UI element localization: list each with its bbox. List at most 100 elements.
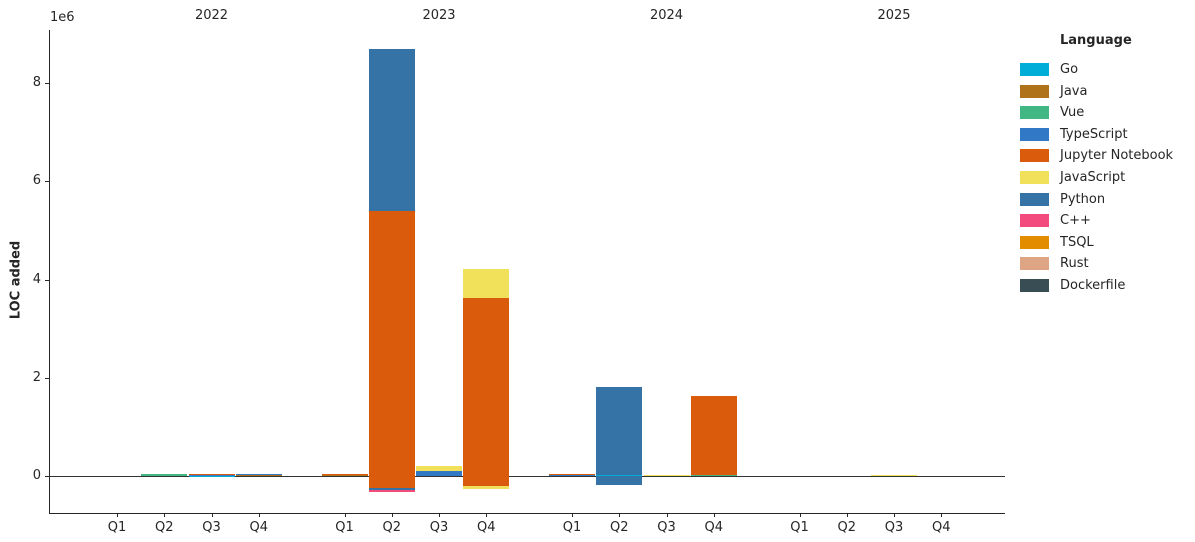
quarter-tick-label: Q4 — [249, 520, 268, 535]
quarter-tick-label: Q4 — [704, 520, 723, 535]
legend-label-vue: Vue — [1060, 105, 1085, 121]
bar-segment-added-2022-Q3 — [188, 473, 235, 475]
y-tick-mark — [45, 377, 49, 379]
quarter-tick-label: Q2 — [609, 520, 629, 535]
legend-swatch-python — [1020, 192, 1049, 206]
quarter-tick-label: Q2 — [837, 520, 856, 535]
legend-title: Language — [1060, 33, 1132, 48]
bar-segment-added-2023-Q3 — [416, 466, 462, 472]
bar-segment-added-2024-Q4 — [690, 395, 737, 475]
quarter-tick-label: Q3 — [429, 520, 449, 535]
bar-segment-added-2025-Q3 — [871, 475, 917, 477]
x-tick-mark — [941, 513, 943, 517]
y-tick-mark — [45, 279, 49, 281]
zero-baseline — [49, 476, 1005, 477]
quarter-tick-label: Q4 — [931, 520, 951, 535]
quarter-tick-label: Q2 — [154, 520, 174, 535]
bar-segment-removed-2023-Q2 — [368, 487, 415, 491]
bar-segment-added-2023-Q2 — [368, 210, 415, 476]
x-tick-mark — [211, 513, 213, 517]
legend-swatch-c- — [1020, 214, 1049, 228]
y-axis-offset-text: 1e6 — [50, 10, 75, 25]
bar-segment-added-2023-Q1 — [321, 474, 368, 476]
legend-label-go: Go — [1060, 62, 1079, 77]
legend-swatch-javascript — [1020, 171, 1049, 184]
quarter-tick-label: Q3 — [657, 520, 676, 535]
bar-segment-added-2023-Q1 — [321, 473, 368, 475]
x-tick-mark — [344, 513, 346, 517]
legend-label-python: Python — [1060, 191, 1106, 207]
y-tick-label: 8 — [32, 75, 41, 91]
x-tick-mark — [713, 513, 715, 517]
quarter-tick-label: Q1 — [562, 520, 582, 535]
quarter-tick-label: Q3 — [884, 520, 904, 535]
x-tick-mark — [164, 513, 166, 517]
bar-segment-added-2024-Q2 — [596, 474, 643, 476]
bar-segment-removed-2023-Q2 — [368, 490, 415, 493]
quarter-tick-label: Q3 — [202, 520, 221, 535]
bar-segment-added-2022-Q4 — [235, 474, 282, 476]
bar-segment-added-2024-Q4 — [690, 474, 737, 476]
quarter-tick-label: Q2 — [382, 520, 401, 535]
y-tick-mark — [45, 181, 49, 183]
bar-segment-removed-2023-Q4 — [463, 476, 510, 486]
x-tick-mark — [439, 513, 440, 517]
year-label: 2025 — [877, 8, 911, 23]
bar-segment-removed-2023-Q4 — [463, 485, 510, 489]
y-tick-label: 0 — [32, 468, 41, 483]
bar-segment-added-2023-Q2 — [368, 48, 415, 211]
y-tick-mark — [45, 83, 49, 85]
legend-swatch-jupyter-notebook — [1020, 149, 1049, 163]
quarter-tick-label: Q1 — [335, 520, 354, 535]
x-tick-mark — [846, 513, 848, 517]
legend-label-java: Java — [1060, 83, 1088, 99]
bar-segment-added-2023-Q4 — [463, 297, 510, 476]
legend-label-javascript: JavaScript — [1060, 170, 1126, 185]
x-tick-mark — [572, 513, 573, 517]
legend-label-tsql: TSQL — [1060, 234, 1094, 250]
legend-swatch-vue — [1020, 106, 1049, 120]
legend-swatch-rust — [1020, 257, 1049, 271]
legend-swatch-java — [1020, 84, 1049, 98]
legend-swatch-dockerfile — [1020, 279, 1049, 292]
bar-segment-added-2022-Q4 — [235, 473, 282, 475]
legend-swatch-tsql — [1020, 235, 1049, 249]
quarter-tick-label: Q4 — [476, 520, 496, 535]
legend-label-jupyter-notebook: Jupyter Notebook — [1060, 148, 1174, 164]
x-tick-mark — [486, 513, 488, 517]
legend-swatch-typescript — [1020, 127, 1049, 141]
bar-segment-added-2023-Q3 — [416, 471, 462, 476]
x-tick-mark — [258, 513, 260, 517]
bar-segment-added-2024-Q1 — [549, 475, 595, 477]
bar-segment-removed-2023-Q2 — [368, 476, 415, 488]
bar-segment-removed-2024-Q2 — [596, 476, 643, 485]
legend-label-c-: C++ — [1060, 213, 1091, 229]
x-tick-mark — [391, 513, 393, 517]
x-tick-mark — [799, 513, 801, 517]
x-tick-mark — [117, 513, 118, 517]
legend-swatch-go — [1020, 63, 1049, 76]
y-tick-label: 2 — [32, 369, 41, 385]
legend-label-typescript: TypeScript — [1060, 126, 1128, 142]
x-tick-mark — [619, 513, 621, 517]
y-axis-spine — [49, 30, 50, 513]
bar-segment-added-2023-Q4 — [463, 268, 510, 298]
y-tick-mark — [45, 476, 49, 477]
x-tick-mark — [666, 513, 668, 517]
bar-segment-added-2024-Q2 — [596, 387, 643, 475]
x-tick-mark — [894, 513, 895, 517]
year-label: 2023 — [422, 8, 456, 23]
y-tick-label: 6 — [32, 173, 41, 189]
legend-label-dockerfile: Dockerfile — [1060, 278, 1126, 293]
x-axis-spine — [49, 513, 1005, 514]
legend-label-rust: Rust — [1060, 256, 1089, 272]
quarter-tick-label: Q1 — [107, 520, 127, 535]
bar-segment-added-2022-Q3 — [188, 475, 235, 477]
bar-segment-added-2022-Q3 — [188, 474, 235, 476]
bar-segment-added-2024-Q1 — [549, 473, 595, 475]
bar-segment-added-2024-Q3 — [643, 475, 690, 477]
year-label: 2022 — [194, 8, 229, 23]
bar-segment-added-2022-Q2 — [141, 473, 188, 476]
